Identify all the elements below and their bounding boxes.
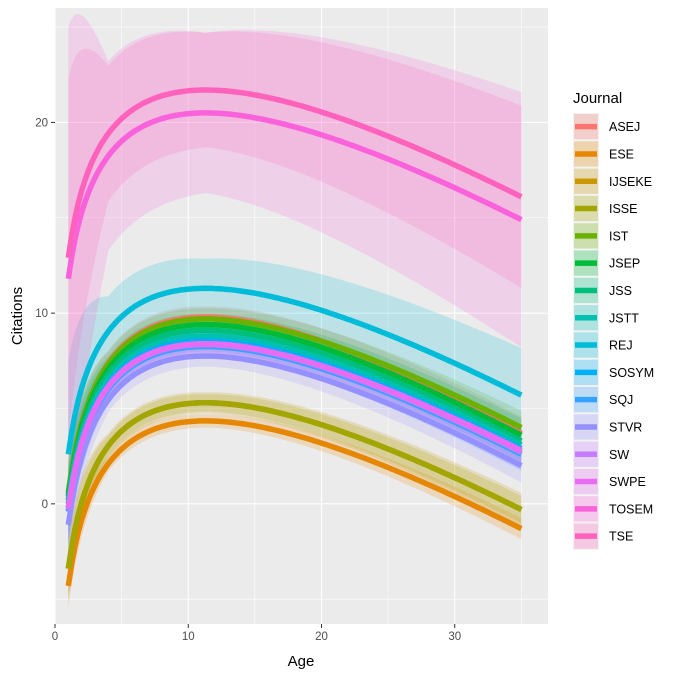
legend-label-swpe: SWPE xyxy=(609,475,646,489)
y-tick-label: 10 xyxy=(35,308,48,320)
series-line-stvr xyxy=(65,353,523,526)
legend-label-jss: JSS xyxy=(609,284,632,298)
x-axis-title: Age xyxy=(288,653,315,670)
legend-title: Journal xyxy=(573,90,622,107)
legend-label-ist: IST xyxy=(609,229,629,243)
legend: Journal ASEJ ESE IJSEKE ISSE IST JSEP JSS JSTT R… xyxy=(573,90,654,550)
x-tick-label: 0 xyxy=(52,631,58,643)
x-axis: 0 10 20 30 xyxy=(52,624,461,643)
series-line-jsep xyxy=(65,321,523,497)
band-jsep xyxy=(68,314,522,530)
band-rej xyxy=(68,258,522,548)
y-axis-title: Citations xyxy=(9,287,26,345)
x-tick-label: 30 xyxy=(448,631,461,643)
series-line-ese xyxy=(65,418,523,587)
series-line-isse xyxy=(65,400,523,570)
x-tick-label: 10 xyxy=(182,631,195,643)
series-line-tosem xyxy=(65,110,523,280)
legend-label-tosem: TOSEM xyxy=(609,502,653,516)
legend-label-stvr: STVR xyxy=(609,420,642,434)
series-line-tse xyxy=(65,87,523,259)
y-tick-label: 0 xyxy=(42,499,48,511)
series-line-jss xyxy=(65,327,523,501)
series-line-ist xyxy=(65,316,523,493)
x-tick-label: 20 xyxy=(315,631,328,643)
legend-label-tse: TSE xyxy=(609,530,633,544)
legend-label-sosym: SOSYM xyxy=(609,366,654,380)
band-tse xyxy=(68,31,522,438)
y-tick-label: 20 xyxy=(35,117,48,129)
legend-label-ijseke: IJSEKE xyxy=(609,175,652,189)
series-line-swpe xyxy=(65,340,523,509)
series-lines xyxy=(65,87,523,587)
plot-panel xyxy=(55,8,548,624)
legend-label-jstt: JSTT xyxy=(609,311,639,325)
series-line-jstt xyxy=(65,333,523,505)
series-line-rej xyxy=(65,285,523,455)
legend-label-asej: ASEJ xyxy=(609,120,640,134)
legend-label-sqj: SQJ xyxy=(609,393,633,407)
legend-label-isse: ISSE xyxy=(609,202,638,216)
legend-label-sw: SW xyxy=(609,448,629,462)
legend-label-jsep: JSEP xyxy=(609,257,640,271)
band-ist xyxy=(68,308,522,526)
y-axis: 0 10 20 xyxy=(35,117,55,511)
legend-label-rej: REJ xyxy=(609,339,633,353)
legend-label-ese: ESE xyxy=(609,147,634,161)
band-ijseke xyxy=(68,392,522,602)
